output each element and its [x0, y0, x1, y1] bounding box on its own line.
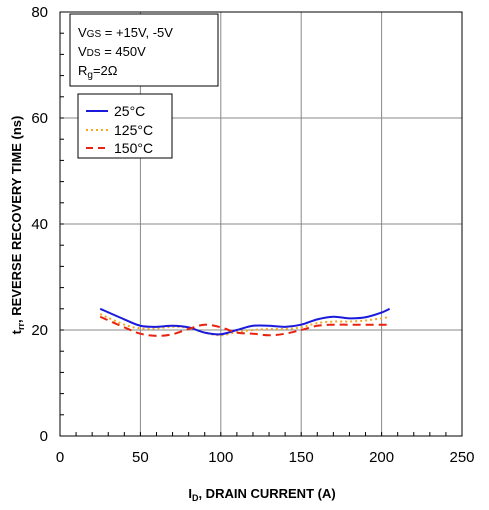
condition-vds: VDS = 450V [78, 44, 146, 59]
legend-label-125c: 125°C [114, 122, 153, 138]
x-tick-label: 250 [449, 449, 474, 466]
y-tick-label: 40 [31, 216, 48, 233]
legend-label-25c: 25°C [114, 103, 145, 119]
x-tick-label: 50 [132, 449, 149, 466]
x-tick-label: 200 [369, 449, 394, 466]
y-tick-label: 60 [31, 110, 48, 127]
series-lines [99, 307, 391, 337]
legend-label-150c: 150°C [114, 140, 153, 156]
x-tick-label: 0 [56, 449, 64, 466]
series-line-150c [99, 315, 390, 337]
y-tick-label: 80 [31, 4, 48, 21]
conditions-box: VGS = +15V, -5V VDS = 450V Rg=2Ω [69, 13, 219, 87]
series-line-25c [99, 307, 391, 336]
tick-labels: 0 50 100 150 200 250 0 20 40 60 80 [31, 4, 474, 466]
y-tick-label: 20 [31, 322, 48, 339]
minor-ticks [59, 11, 463, 437]
y-axis-title: trr, REVERSE RECOVERY TIME (ns) [9, 116, 26, 335]
condition-rg: Rg=2Ω [78, 63, 118, 81]
x-tick-label: 100 [208, 449, 233, 466]
x-tick-label: 150 [289, 449, 314, 466]
legend: 25°C 125°C 150°C [77, 93, 173, 159]
condition-vgs: VGS = +15V, -5V [78, 25, 173, 40]
x-axis-title: ID, DRAIN CURRENT (A) [188, 486, 335, 503]
y-tick-label: 0 [40, 428, 48, 445]
